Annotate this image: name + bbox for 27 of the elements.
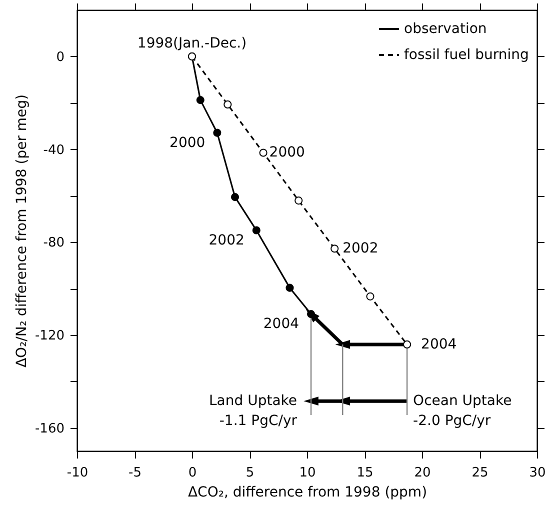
annotation: 2002 [208,232,244,248]
x-axis-title: ΔCO₂, difference from 1998 (ppm) [188,484,428,500]
x-tick-label: 30 [529,466,546,480]
y-tick-label: 0 [56,50,64,65]
annotation: 2004 [421,336,457,352]
annotation: 1998(Jan.-Dec.) [137,35,247,52]
y-tick-label: -80 [43,236,64,251]
annotation: Land Uptake -1.1 PgC/yr [209,393,298,430]
x-tick-label: 25 [472,466,488,480]
legend-label: observation [404,21,487,37]
y-tick-label: -40 [43,142,64,158]
x-tick-label: 10 [299,466,316,480]
annotation: 2004 [263,316,300,332]
y-tick-label: -120 [34,328,64,344]
x-tick-label: -5 [128,466,142,480]
legend-label: fossil fuel burning [404,47,529,63]
y-axis-title: ΔO₂/N₂ difference from 1998 (per meg) [14,94,30,368]
x-tick-label: 0 [188,466,197,480]
annotation: 2000 [269,144,305,161]
x-tick-label: 5 [246,466,254,480]
x-tick-label: 20 [414,466,431,480]
x-tick-label: 15 [356,466,374,480]
annotation: Ocean Uptake -2.0 PgC/yr [413,393,512,430]
x-tick-label: -10 [66,466,88,480]
annotation: 2002 [342,240,378,257]
y-tick-label: -160 [34,421,64,436]
annotation: 2000 [170,134,206,151]
